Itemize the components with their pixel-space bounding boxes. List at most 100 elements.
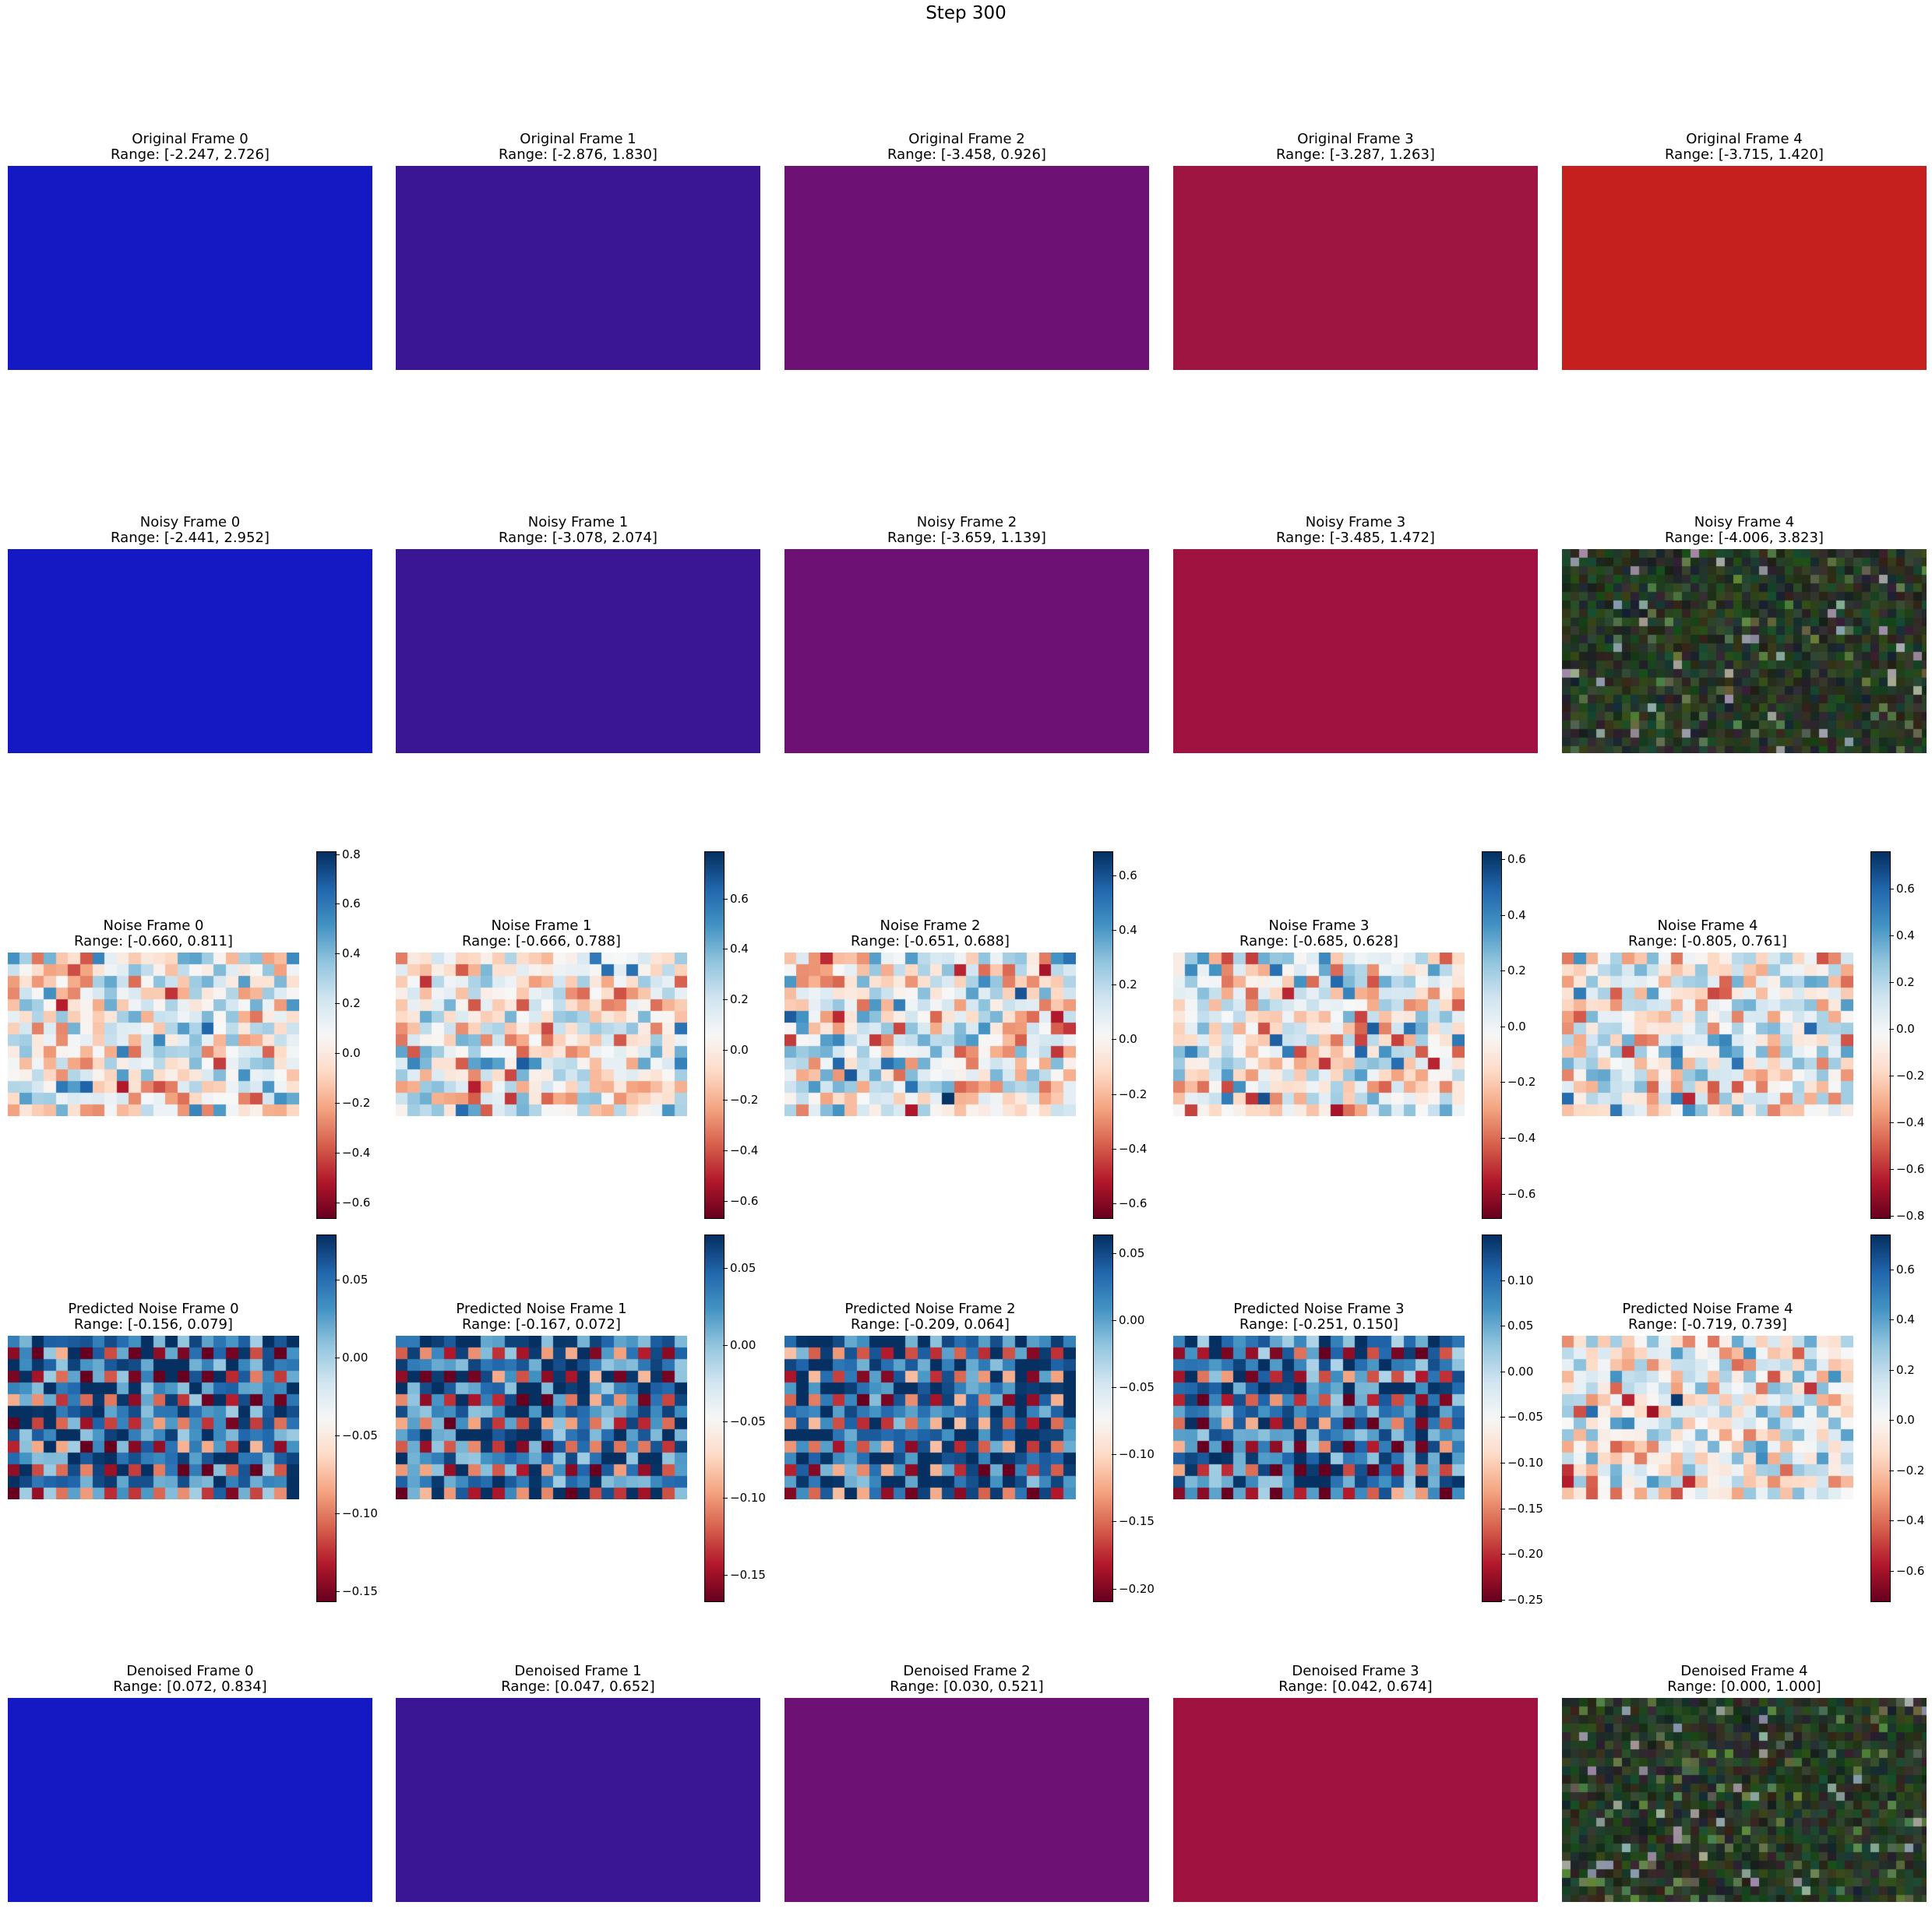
colorbar-tick <box>335 1103 340 1104</box>
colorbar-tick <box>335 1435 340 1436</box>
colorbar-tick <box>723 1268 728 1269</box>
panel-title: Denoised Frame 2 Range: [0.030, 0.521] <box>784 1664 1149 1695</box>
colorbar-tick <box>1112 1203 1116 1204</box>
colorbar-tick <box>335 1053 340 1054</box>
noise-heatmap <box>396 953 687 1116</box>
panel-range-label: Range: [-3.715, 1.420] <box>1665 146 1824 163</box>
colorbar-tick-label: 0.4 <box>1896 1312 1915 1326</box>
panel-title-line: Predicted Noise Frame 0 <box>68 1301 239 1317</box>
colorbar-tick <box>723 1498 728 1499</box>
colorbar-tick-label: −0.4 <box>1507 1131 1536 1145</box>
colorbar-gradient <box>1870 851 1891 1219</box>
panel-title-line: Predicted Noise Frame 3 <box>1233 1301 1405 1317</box>
colorbar-tick <box>723 1100 728 1101</box>
panel-range-label: Range: [-0.209, 0.064] <box>851 1316 1010 1333</box>
panel-title-line: Noise Frame 2 <box>880 918 981 934</box>
colorbar-tick-label: 0.05 <box>1119 1246 1145 1260</box>
colorbar-tick-label: −0.05 <box>342 1428 378 1442</box>
colorbar-tick <box>1500 1082 1505 1083</box>
colorbar-tick-label: −0.2 <box>1507 1075 1536 1089</box>
frame-image <box>784 1698 1149 1902</box>
panel-title-line: Noisy Frame 2 <box>916 514 1017 530</box>
panel-title: Denoised Frame 0 Range: [0.072, 0.834] <box>8 1664 372 1695</box>
colorbar-tick <box>1500 915 1505 916</box>
panel-range-label: Range: [0.047, 0.652] <box>501 1678 655 1695</box>
colorbar-tick <box>1500 1600 1505 1601</box>
colorbar-tick <box>1889 1029 1894 1030</box>
noise-heatmap <box>1562 953 1853 1116</box>
noise-heatmap <box>1562 1336 1853 1499</box>
noise-heatmap <box>8 953 299 1116</box>
frame-image <box>8 549 372 753</box>
colorbar-tick-label: −0.20 <box>1119 1582 1155 1596</box>
panel-title: Denoised Frame 4 Range: [0.000, 1.000] <box>1562 1664 1927 1695</box>
frame-image <box>1562 166 1927 370</box>
colorbar-tick <box>723 1150 728 1151</box>
colorbar-tick <box>1500 1554 1505 1555</box>
noise-heatmap <box>1173 1336 1465 1499</box>
colorbar-gradient <box>1093 851 1113 1219</box>
panel-range-label: Range: [-3.287, 1.263] <box>1276 146 1435 163</box>
colorbar-tick <box>1889 1370 1894 1371</box>
panel-range-label: Range: [-0.719, 0.739] <box>1628 1316 1787 1333</box>
colorbar-tick-label: 0.0 <box>1896 1022 1915 1036</box>
panel-title-line: Original Frame 0 <box>132 131 249 147</box>
colorbar-tick <box>723 1421 728 1422</box>
colorbar-tick-label: 0.6 <box>1119 868 1137 882</box>
panel-title-line: Original Frame 1 <box>520 131 636 147</box>
panel-title-line: Original Frame 3 <box>1297 131 1414 147</box>
panel-title-line: Noise Frame 1 <box>491 918 592 934</box>
panel-title-line: Denoised Frame 1 <box>514 1663 642 1679</box>
colorbar-tick-label: −0.6 <box>1896 1564 1925 1578</box>
colorbar-tick <box>1500 1194 1505 1195</box>
colorbar-tick-label: 0.00 <box>1507 1365 1534 1379</box>
colorbar-tick <box>1889 1216 1894 1217</box>
colorbar-tick <box>723 1201 728 1202</box>
colorbar-tick-label: 0.4 <box>730 942 749 956</box>
frame-image <box>396 549 760 753</box>
colorbar-tick-label: −0.10 <box>1119 1447 1155 1461</box>
colorbar-tick-label: −0.2 <box>1896 1069 1925 1083</box>
panel-range-label: Range: [-0.156, 0.079] <box>74 1316 233 1333</box>
panel-title-line: Denoised Frame 2 <box>903 1663 1031 1679</box>
colorbar-tick-label: 0.6 <box>1896 1263 1915 1277</box>
colorbar-tick-label: −0.8 <box>1896 1209 1925 1223</box>
colorbar-tick-label: −0.6 <box>1507 1187 1536 1201</box>
panel-title: Denoised Frame 3 Range: [0.042, 0.674] <box>1173 1664 1538 1695</box>
colorbar-tick <box>1112 984 1116 985</box>
panel-title-line: Original Frame 2 <box>908 131 1025 147</box>
colorbar-tick <box>1112 1094 1116 1095</box>
panel-title: Noise Frame 3 Range: [-0.685, 0.628] <box>1137 918 1501 949</box>
panel-title: Predicted Noise Frame 4 Range: [-0.719, 0… <box>1525 1301 1890 1333</box>
frame-image <box>1173 1698 1538 1902</box>
colorbar-tick <box>1500 970 1505 971</box>
colorbar-tick-label: −0.6 <box>1896 1162 1925 1176</box>
colorbar-gradient <box>316 851 337 1219</box>
colorbar-tick-label: 0.0 <box>730 1043 749 1057</box>
colorbar-tick <box>1500 1417 1505 1418</box>
colorbar-tick <box>1500 1138 1505 1139</box>
panel-title-line: Noise Frame 4 <box>1657 918 1758 934</box>
colorbar-tick-label: −0.2 <box>342 1096 371 1110</box>
panel-title-line: Denoised Frame 3 <box>1292 1663 1419 1679</box>
colorbar-tick <box>1889 1319 1894 1320</box>
colorbar-tick-label: −0.10 <box>730 1491 766 1505</box>
colorbar-tick-label: 0.4 <box>1119 923 1137 937</box>
colorbar-tick-label: 0.6 <box>342 896 361 910</box>
colorbar-tick-label: 0.05 <box>342 1273 368 1287</box>
frame-image <box>1562 549 1927 753</box>
colorbar-gradient <box>704 1235 724 1602</box>
panel-title: Original Frame 4 Range: [-3.715, 1.420] <box>1562 132 1927 163</box>
colorbar-tick <box>1112 1149 1116 1150</box>
frame-image <box>396 1698 760 1902</box>
frame-image <box>8 1698 372 1902</box>
panel-title: Noise Frame 0 Range: [-0.660, 0.811] <box>0 918 336 949</box>
colorbar-tick-label: −0.4 <box>1119 1142 1148 1156</box>
panel-range-label: Range: [0.042, 0.674] <box>1278 1678 1433 1695</box>
colorbar-tick <box>723 1050 728 1051</box>
panel-title: Noisy Frame 1 Range: [-3.078, 2.074] <box>396 515 760 546</box>
panel-title: Noise Frame 1 Range: [-0.666, 0.788] <box>359 918 724 949</box>
colorbar-tick-label: 0.10 <box>1507 1273 1534 1287</box>
panel-title-line: Noisy Frame 3 <box>1305 514 1406 530</box>
colorbar-gradient <box>1870 1235 1891 1602</box>
